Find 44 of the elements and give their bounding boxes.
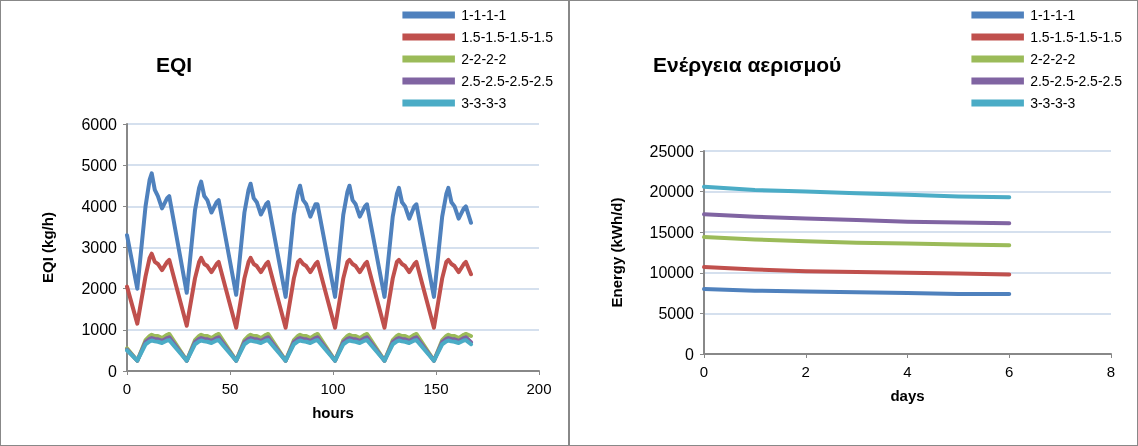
legend-label: 1.5-1.5-1.5-1.5 bbox=[1030, 29, 1123, 45]
line-series bbox=[702, 265, 1012, 277]
y-tick-label: 4000 bbox=[81, 197, 118, 215]
y-tick-label: 5000 bbox=[81, 156, 118, 174]
y-axis-title: Energy (kWh/d) bbox=[608, 197, 625, 308]
legend-label: 3-3-3-3 bbox=[461, 95, 507, 111]
y-tick-label: 3000 bbox=[81, 239, 118, 256]
line-series bbox=[702, 184, 1012, 200]
x-tick-label: 150 bbox=[423, 380, 449, 397]
x-axis-title: days bbox=[890, 387, 925, 404]
legend-label: 2.5-2.5-2.5-2.5 bbox=[1030, 73, 1123, 89]
x-tick-label: 2 bbox=[801, 363, 810, 380]
line-series bbox=[125, 251, 474, 330]
legend-label: 1-1-1-1 bbox=[1030, 7, 1076, 23]
x-tick-label: 0 bbox=[122, 380, 132, 397]
x-tick-label: 50 bbox=[221, 380, 239, 397]
chart-title: Ενέργεια αερισμού bbox=[653, 53, 842, 76]
legend-label: 2.5-2.5-2.5-2.5 bbox=[461, 73, 554, 89]
x-axis-title: hours bbox=[312, 404, 354, 421]
x-tick-label: 200 bbox=[526, 380, 552, 397]
y-tick-label: 6000 bbox=[81, 115, 118, 133]
y-tick-label: 25000 bbox=[649, 142, 695, 160]
y-tick-label: 5000 bbox=[658, 304, 695, 322]
x-tick-label: 100 bbox=[320, 380, 346, 397]
line-series bbox=[125, 171, 474, 299]
chart-title: EQI bbox=[156, 53, 193, 76]
x-tick-label: 6 bbox=[1005, 363, 1014, 380]
y-tick-label: 20000 bbox=[649, 183, 695, 201]
line-series bbox=[702, 235, 1012, 248]
y-tick-label: 0 bbox=[685, 345, 695, 363]
x-tick-label: 8 bbox=[1106, 363, 1116, 380]
legend-label: 2-2-2-2 bbox=[461, 51, 507, 67]
legend-label: 1.5-1.5-1.5-1.5 bbox=[461, 29, 554, 45]
legend-label: 2-2-2-2 bbox=[1030, 51, 1076, 67]
x-tick-label: 4 bbox=[903, 363, 912, 380]
y-tick-label: 15000 bbox=[649, 223, 695, 241]
legend-label: 3-3-3-3 bbox=[1030, 95, 1076, 111]
y-axis-title: EQI (kg/h) bbox=[39, 212, 56, 283]
y-tick-label: 2000 bbox=[81, 280, 118, 298]
x-tick-label: 0 bbox=[699, 363, 709, 380]
legend-label: 1-1-1-1 bbox=[461, 7, 507, 23]
line-series bbox=[702, 212, 1012, 226]
y-tick-label: 1000 bbox=[81, 321, 118, 339]
y-tick-label: 10000 bbox=[649, 264, 695, 282]
